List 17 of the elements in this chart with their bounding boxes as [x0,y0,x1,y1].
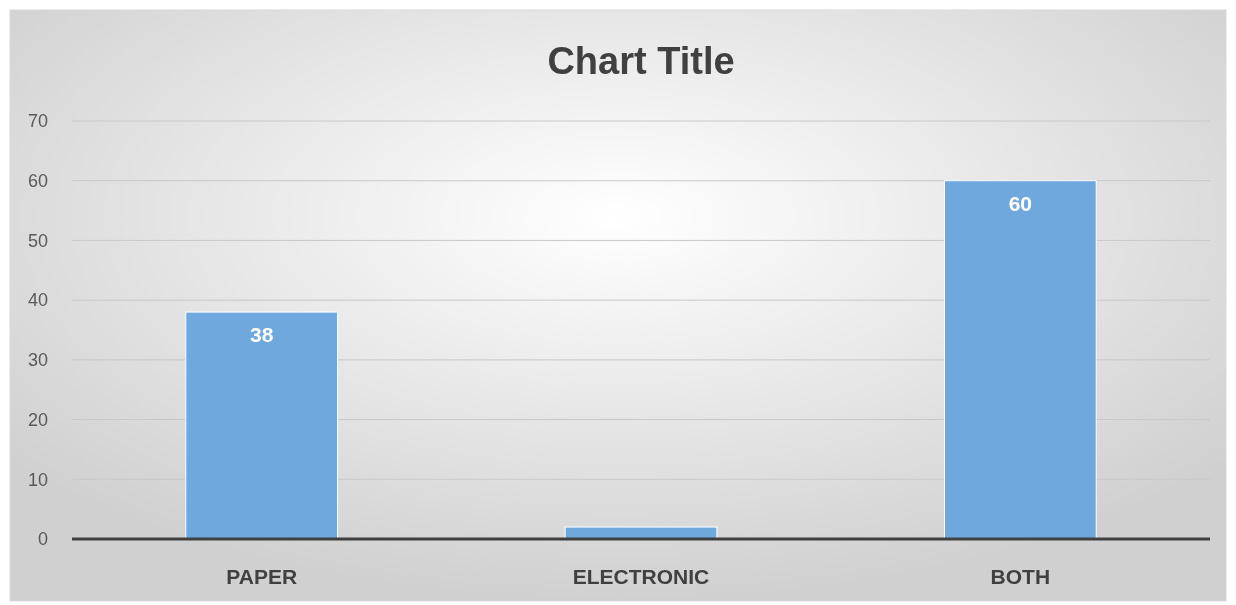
x-tick-label: BOTH [990,565,1051,588]
y-tick-label: 30 [27,350,48,371]
y-tick-label: 0 [37,529,48,550]
bar [564,526,718,540]
bar [185,311,339,540]
y-tick-label: 50 [27,230,48,251]
x-tick-label: ELECTRONIC [572,565,710,588]
x-tick-label: PAPER [226,565,298,588]
y-tick-label: 40 [27,290,48,311]
chart-title: Chart Title [547,40,735,82]
data-label: 60 [1008,191,1033,215]
bar [943,180,1097,540]
y-tick-label: 20 [27,409,48,430]
y-tick-label: 60 [27,171,48,192]
data-label: 38 [249,323,274,347]
y-tick-label: 10 [27,469,48,490]
y-tick-label: 70 [27,111,48,132]
